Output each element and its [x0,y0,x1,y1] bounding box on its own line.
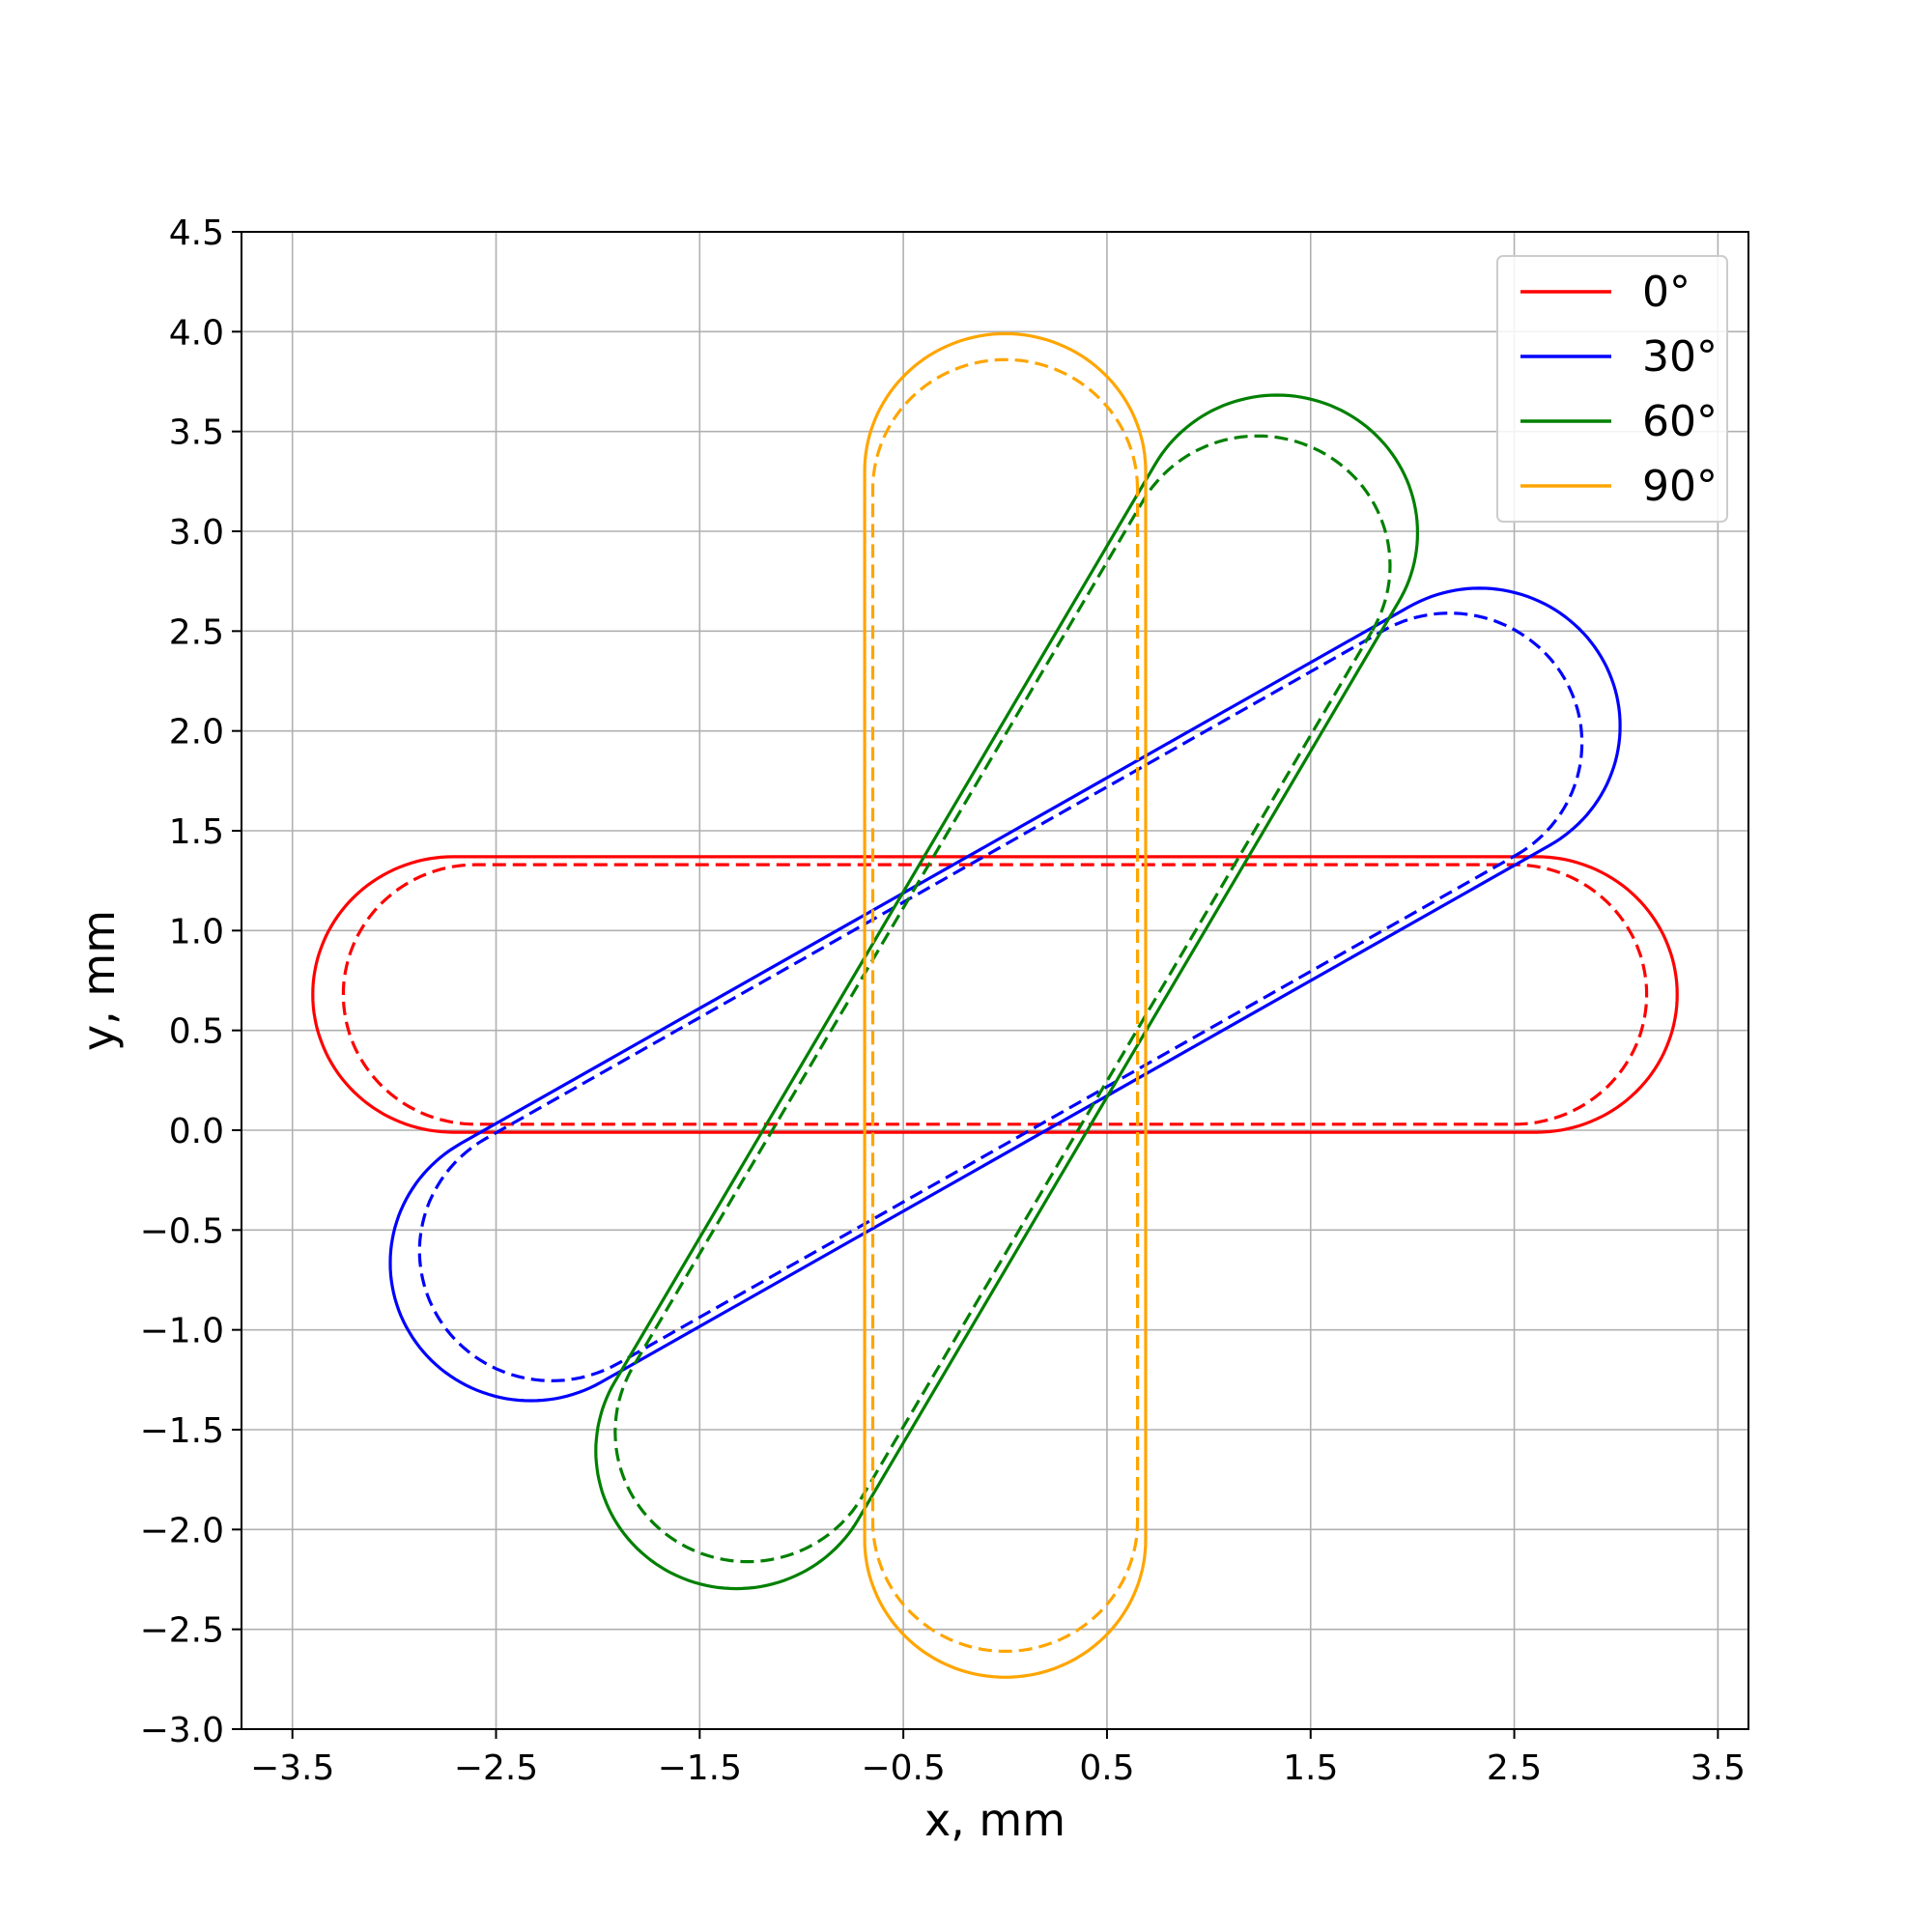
series-line-solid [594,393,1420,1591]
y-tick-label: −2.0 [140,1511,224,1550]
x-tick-label: −1.5 [658,1748,742,1788]
y-tick-label: 0.0 [169,1112,224,1151]
x-tick-label: 1.5 [1283,1748,1338,1788]
x-axis-title: x, mm [924,1794,1065,1846]
y-tick-label: 0.5 [169,1012,224,1052]
x-tick-label: 3.5 [1690,1748,1746,1788]
series-line-dashed [341,863,1649,1126]
y-tick-label: −1.0 [140,1312,224,1351]
series-line-dashed [417,611,1584,1383]
plot-frame [241,231,1749,1730]
y-tick-label: 1.0 [169,912,224,952]
y-tick-label: 4.0 [169,313,224,353]
x-tick-label: −3.5 [250,1748,334,1788]
legend-label: 0° [1642,268,1690,317]
plot-area: −3.5 −2.5 −1.5 −0.5 0.5 1.5 2.5 3.5 −3.0 −2.5 −2.0… [140,213,1749,1788]
y-tick-label: 1.5 [169,812,224,852]
series-line-dashed [613,434,1392,1564]
ticks: −3.5 −2.5 −1.5 −0.5 0.5 1.5 2.5 3.5 −3.0 −2.5 −2.0… [140,213,1746,1788]
legend-box [1496,255,1728,523]
series-60-deg [594,393,1420,1591]
y-axis-title: y, mm [72,910,125,1051]
series-line-solid [863,331,1148,1679]
y-tick-label: 2.0 [169,713,224,753]
y-tick-label: 3.0 [169,513,224,553]
series-line-dashed [870,357,1140,1654]
y-tick-label: 2.5 [169,612,224,652]
legend-label: 30° [1642,332,1718,382]
y-tick-label: 4.5 [169,213,224,253]
legend-label: 90° [1642,462,1718,511]
series-30-deg [388,586,1622,1403]
series-line-solid [388,586,1622,1403]
series-90-deg [863,331,1148,1679]
x-tick-label: −0.5 [861,1748,945,1788]
legend-label: 60° [1642,397,1718,446]
x-tick-label: 2.5 [1487,1748,1542,1788]
x-tick-label: −2.5 [454,1748,538,1788]
series-line-solid [311,855,1679,1134]
legend: 0° 30° 60° 90° [1496,255,1728,523]
y-tick-label: −2.5 [140,1611,224,1651]
series-layer [311,331,1679,1679]
y-tick-label: −1.5 [140,1411,224,1451]
x-tick-label: 0.5 [1079,1748,1134,1788]
y-tick-label: 3.5 [169,413,224,453]
y-tick-label: −3.0 [140,1711,224,1750]
series-0-deg [311,855,1679,1134]
y-tick-label: −0.5 [140,1211,224,1251]
